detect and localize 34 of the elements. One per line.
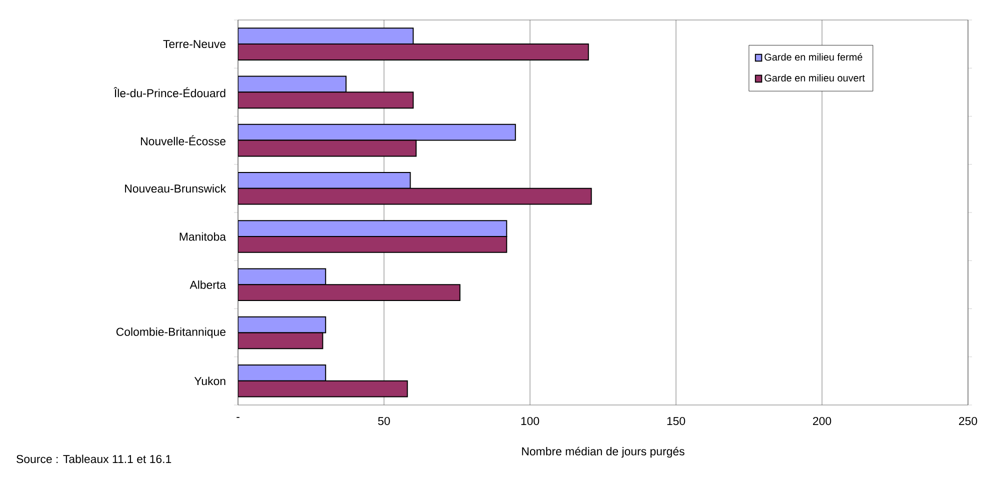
source-note: Source : Tableaux 11.1 et 16.1 — [16, 454, 172, 464]
legend-label: Garde en milieu ouvert — [764, 74, 865, 82]
x-tick-label: 250 — [959, 416, 978, 426]
bar — [238, 188, 592, 205]
y-tick-label: Nouvelle-Écosse — [140, 135, 226, 146]
y-tick-label: Île-du-Prince-Édouard — [114, 87, 226, 98]
y-tick-label: Yukon — [194, 376, 226, 386]
x-axis-title: Nombre médian de jours purgés — [522, 446, 684, 458]
bar — [238, 76, 347, 93]
x-tick-label: - — [236, 416, 240, 418]
legend-label: Garde en milieu fermé — [764, 53, 862, 61]
bar — [238, 364, 326, 382]
bar — [238, 172, 411, 189]
y-tick-label: Alberta — [190, 280, 226, 289]
bar — [238, 92, 414, 109]
x-tick-label: 100 — [521, 416, 540, 426]
bar — [238, 284, 460, 302]
bar — [238, 124, 516, 141]
bar — [238, 316, 326, 334]
x-tick-label: 200 — [813, 416, 832, 426]
y-tick-label: Manitoba — [180, 232, 226, 241]
x-tick-label: 150 — [667, 416, 686, 426]
y-tick-label: Colombie-Britannique — [116, 327, 226, 338]
bar — [238, 380, 408, 398]
bar — [238, 268, 326, 286]
bar — [238, 332, 324, 350]
y-tick-label: Terre-Neuve — [163, 40, 226, 48]
x-tick-label: 50 — [378, 416, 390, 426]
bar — [238, 220, 508, 238]
bar — [238, 140, 417, 157]
y-tick-label: Nouveau-Brunswick — [125, 184, 226, 193]
bar — [238, 44, 589, 60]
bar — [238, 236, 508, 253]
bar — [238, 28, 414, 45]
